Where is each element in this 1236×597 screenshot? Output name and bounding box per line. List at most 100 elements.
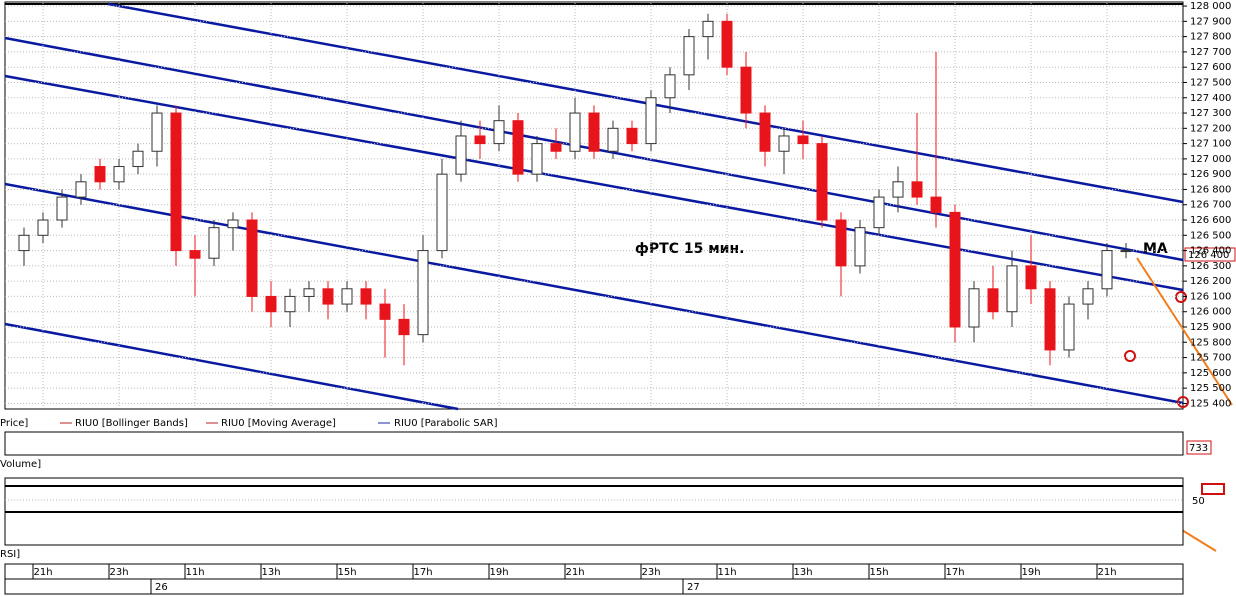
candle-body (436, 173, 448, 252)
x-tick-label: 11h (185, 567, 204, 578)
y-tick-label: 126 800 (1190, 184, 1231, 195)
candle-body (683, 36, 695, 76)
candle-body (37, 219, 49, 236)
candle-body (18, 234, 30, 252)
candle-body (664, 74, 676, 99)
y-tick-label: 126 700 (1190, 200, 1231, 211)
candle-body (455, 135, 467, 175)
y-tick-label: 126 400 (1190, 246, 1231, 257)
candle-body (398, 318, 410, 336)
last-price-box (1184, 247, 1236, 262)
y-tick-label: 125 500 (1190, 383, 1231, 394)
candle-body (607, 127, 619, 152)
x-tick-label: 17h (413, 567, 432, 578)
candle-body (759, 112, 771, 152)
volume-panel (4, 431, 1184, 456)
candle-body (778, 135, 790, 152)
y-tick-label: 126 600 (1190, 215, 1231, 226)
candle-body (265, 295, 277, 313)
candle-body (645, 97, 657, 145)
candle-body (930, 196, 942, 213)
candle-body (1063, 303, 1075, 351)
candle-body (227, 219, 239, 229)
candle-body (474, 135, 486, 145)
candle-body (208, 227, 220, 259)
candle-body (303, 288, 315, 297)
x-tick-label: 19h (489, 567, 508, 578)
y-tick-label: 128 000 (1190, 1, 1231, 12)
candle-body (1101, 250, 1113, 290)
y-tick-label: 127 200 (1190, 123, 1231, 134)
x-tick-label: 15h (337, 567, 356, 578)
candle-body (512, 120, 524, 175)
candle-body (493, 120, 505, 145)
volume-value: 733 (1189, 443, 1208, 454)
x-tick-label: 19h (1021, 567, 1040, 578)
last-price: 126 400 (1188, 250, 1229, 261)
y-tick-label: 125 900 (1190, 322, 1231, 333)
x-tick-label: 17h (945, 567, 964, 578)
candle-body (702, 20, 714, 38)
candle-body (588, 112, 600, 152)
x-tick-label: 21h (33, 567, 52, 578)
y-tick-label: 127 400 (1190, 93, 1231, 104)
candle-body (56, 196, 68, 221)
y-tick-label: 126 000 (1190, 307, 1231, 318)
y-tick-label: 127 700 (1190, 47, 1231, 58)
x-tick-label: 21h (1097, 567, 1116, 578)
y-tick-label: 127 600 (1190, 62, 1231, 73)
x-tick-label: 13h (793, 567, 812, 578)
candle-body (246, 219, 258, 297)
y-tick-label: 125 400 (1190, 398, 1231, 409)
y-tick-label: 127 800 (1190, 32, 1231, 43)
candle-body (968, 288, 980, 328)
candle-body (113, 166, 125, 183)
candle-body (151, 112, 163, 152)
legend-item: RIU0 [Parabolic SAR] (394, 418, 498, 429)
y-tick-label: 125 800 (1190, 337, 1231, 348)
x-tick-label: 15h (869, 567, 888, 578)
x-tick-label: 23h (641, 567, 660, 578)
x-tick-label: 13h (261, 567, 280, 578)
annotation: фРТС 15 мин. (635, 241, 744, 257)
candle-body (379, 303, 391, 320)
y-tick-label: 127 300 (1190, 108, 1231, 119)
rsi-label: RSI] (0, 549, 20, 560)
date-tick-label: 27 (687, 582, 700, 593)
y-tick-label: 126 200 (1190, 276, 1231, 287)
candle-body (550, 143, 562, 152)
candle-body (1006, 265, 1018, 313)
candle-body (797, 135, 809, 145)
candle-body (1044, 288, 1056, 351)
candle-body (854, 227, 866, 267)
x-tick-label: 11h (717, 567, 736, 578)
rsi-tick: 50 (1192, 496, 1205, 507)
candle-body (721, 20, 733, 68)
y-tick-label: 127 100 (1190, 139, 1231, 150)
legend-item: RIU0 [Bollinger Bands] (75, 418, 188, 429)
volume-box (1186, 440, 1212, 455)
candle-body (1025, 265, 1037, 290)
y-tick-label: 126 900 (1190, 169, 1231, 180)
y-tick-label: 125 700 (1190, 353, 1231, 364)
markers (1124, 291, 1189, 408)
candle-body (740, 66, 752, 114)
candle-body (94, 166, 106, 183)
price-panel (4, 1, 1184, 410)
candle-body (189, 250, 201, 259)
candle-body (170, 112, 182, 252)
candle-body (1082, 288, 1094, 305)
candle-body (949, 211, 961, 328)
candle-body (816, 143, 828, 221)
candle-body (360, 288, 372, 305)
y-tick-label: 126 100 (1190, 291, 1231, 302)
candle-body (417, 250, 429, 336)
x-tick-label: 23h (109, 567, 128, 578)
candle-body (626, 127, 638, 145)
candle-body (322, 288, 334, 305)
y-tick-label: 125 600 (1190, 368, 1231, 379)
date-tick-label: 26 (155, 582, 168, 593)
y-tick-label: 126 500 (1190, 230, 1231, 241)
y-tick-label: 127 000 (1190, 154, 1231, 165)
